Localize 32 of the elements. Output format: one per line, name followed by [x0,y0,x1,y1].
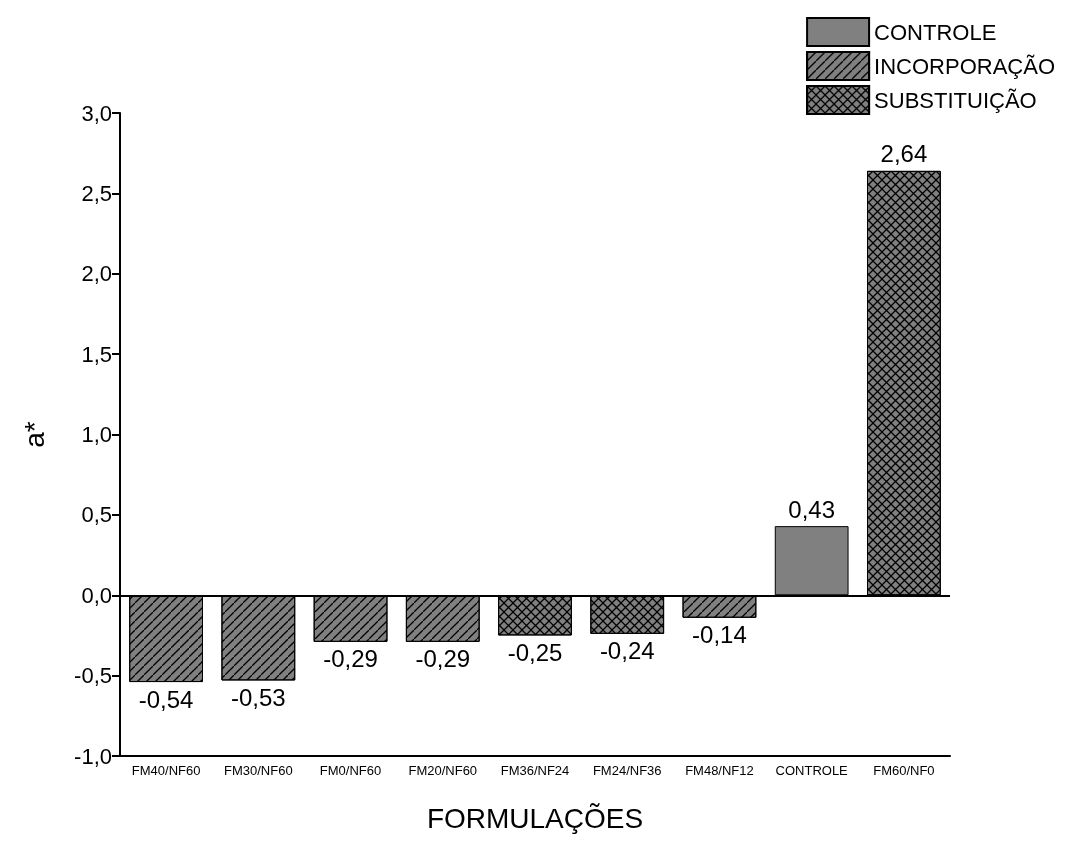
data-label: -0,14 [692,621,747,649]
x-tick-label: FM24/NF36 [592,763,662,778]
legend-label: CONTROLE [874,19,997,45]
y-axis-title: a* [18,421,50,448]
data-label: -0,29 [415,645,471,673]
data-label: -0,53 [230,683,286,711]
data-label: -0,25 [507,638,563,666]
y-tick-label: 0,5 [81,502,112,528]
data-label: 0,43 [788,495,836,523]
data-label: -0,54 [138,685,194,713]
legend-label: INCORPORAÇÃO [874,53,1056,79]
y-tick-label: 3,0 [81,100,112,126]
legend-label: SUBSTITUIÇÃO [874,87,1037,113]
x-tick-label: CONTROLE [775,763,849,778]
y-tick-label: 2,5 [81,180,112,206]
x-tick-label: FM60/NF0 [873,763,935,778]
x-axis-title: FORMULAÇÕES [426,802,644,834]
x-tick-label: FM40/NF60 [131,763,201,778]
y-tick-label: 0,0 [81,582,112,608]
x-tick-label: FM30/NF60 [224,763,293,778]
x-tick-label: FM36/NF24 [500,763,570,778]
y-tick-label: -0,5 [74,663,112,689]
data-label: -0,29 [323,645,378,673]
y-tick-label: 1,0 [81,422,112,447]
x-tick-label: FM48/NF12 [685,763,754,778]
x-tick-label: FM20/NF60 [408,763,478,778]
y-tick-label: 1,5 [81,341,112,367]
data-label: -0,24 [599,637,655,665]
y-tick-label: 2,0 [81,261,112,287]
data-label: 2,64 [880,140,928,168]
y-tick-label: -1,0 [74,743,112,769]
x-tick-label: FM0/NF60 [319,763,382,778]
